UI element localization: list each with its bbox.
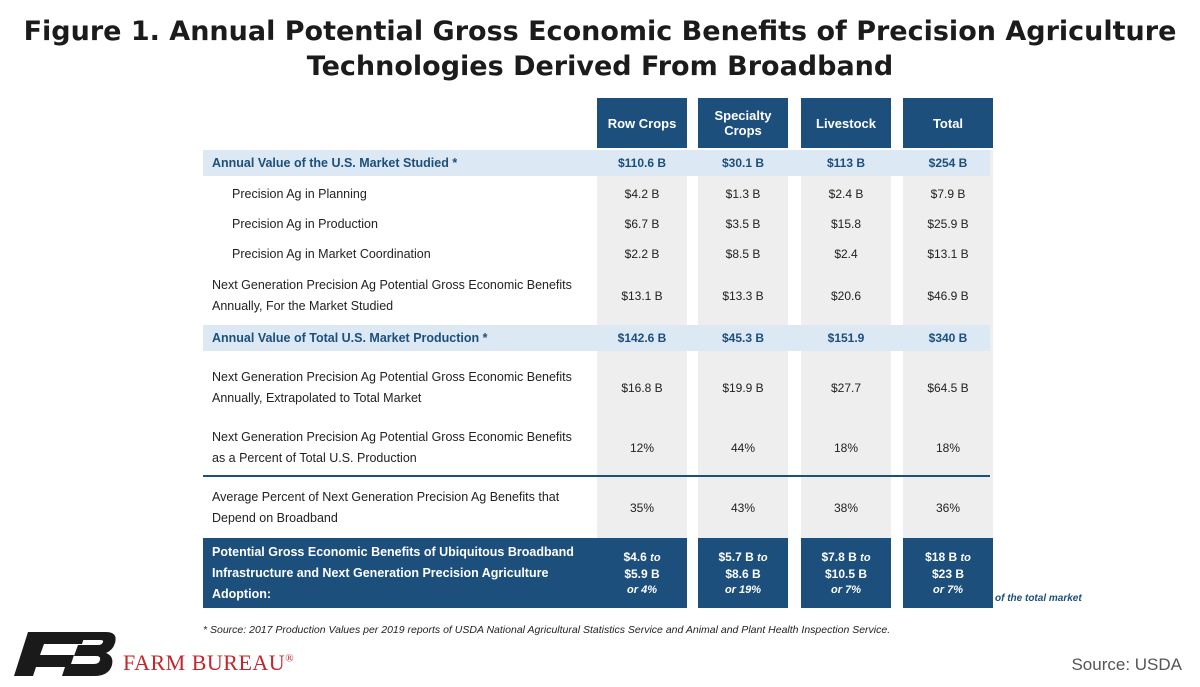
row-label: Precision Ag in Market Coordination	[232, 246, 431, 261]
summary-cell-band	[903, 538, 993, 608]
table-cell: $3.5 B	[725, 217, 761, 231]
table-cell: $13.1 B	[621, 288, 663, 303]
summary-low: $7.8 B to	[821, 549, 871, 564]
table-cell: 36%	[935, 500, 961, 515]
row-label: Precision Ag in Production	[232, 216, 378, 231]
table-cell: 18%	[935, 441, 961, 455]
summary-percent: or 7%	[933, 583, 963, 596]
table-cell: $13.1 B	[927, 247, 969, 261]
table-cell: $2.2 B	[624, 247, 660, 261]
table-cell: $45.3 B	[721, 331, 765, 345]
table-cell: $15.8	[830, 217, 862, 231]
summary-to: to	[960, 551, 971, 564]
row-label: Next Generation Precision Ag Potential G…	[212, 370, 572, 405]
summary-percent: or 19%	[724, 583, 762, 596]
summary-value: $4.6 to $5.9 B or 4%	[597, 540, 687, 606]
summary-value: $18 B to $23 B or 7%	[903, 540, 993, 606]
table-cell: $2.4	[834, 247, 858, 261]
highlight-row-band	[203, 150, 990, 176]
row-label: Annual Value of the U.S. Market Studied …	[212, 155, 458, 170]
summary-high: $23 B	[931, 566, 965, 581]
table-cell: $340 B	[928, 331, 968, 345]
farm-bureau-logo-icon	[14, 632, 116, 676]
summary-high: $8.6 B	[725, 566, 761, 581]
table-cell: $113 B	[826, 156, 866, 170]
table-cell: $110.6 B	[617, 156, 667, 170]
summary-label: Potential Gross Economic Benefits of Ubi…	[212, 544, 574, 601]
summary-to: to	[757, 551, 768, 564]
table-cell: 18%	[833, 441, 859, 455]
table-cell: 44%	[730, 441, 756, 455]
table-cell: $30.1 B	[721, 156, 765, 170]
summary-value: $7.8 B to $10.5 B or 7%	[801, 540, 891, 606]
summary-value: $5.7 B to $8.6 B or 19%	[698, 540, 788, 606]
row-label: Next Generation Precision Ag Potential G…	[212, 430, 572, 465]
row-label: Precision Ag in Planning	[232, 186, 367, 201]
chart-title-line-2: Technologies Derived From Broadband	[306, 51, 894, 82]
highlight-row-band	[203, 325, 990, 351]
table-cell: $20.6	[830, 288, 862, 303]
summary-low: $5.7 B to	[718, 549, 768, 564]
summary-percent: or 4%	[627, 583, 657, 596]
table-cell: $25.9 B	[927, 217, 969, 231]
table-cell: $64.5 B	[927, 381, 969, 395]
brand-registered-mark: ®	[285, 652, 295, 665]
summary-high: $5.9 B	[624, 566, 660, 581]
table-cell: $7.9 B	[930, 187, 966, 201]
table-cell: $1.3 B	[725, 187, 761, 201]
table-cell: $13.3 B	[722, 288, 764, 303]
summary-to: to	[860, 551, 871, 564]
table-cell: $2.4 B	[828, 187, 864, 201]
column-header: Row Crops	[597, 98, 687, 148]
table-cell: 38%	[833, 500, 859, 515]
column-header: Total	[903, 98, 993, 148]
table-cell: $254 B	[928, 156, 968, 170]
summary-note: of the total market	[995, 593, 1082, 604]
table-cell: $19.9 B	[722, 381, 764, 395]
table-cell: 12%	[629, 441, 655, 455]
table-cell: $8.5 B	[725, 247, 761, 261]
row-label: Average Percent of Next Generation Preci…	[212, 489, 560, 525]
summary-percent: or 7%	[831, 583, 861, 596]
table-cell: $46.9 B	[927, 288, 969, 303]
table-footnote: * Source: 2017 Production Values per 201…	[203, 624, 891, 636]
row-label: Annual Value of Total U.S. Market Produc…	[212, 330, 488, 345]
table-cell: $16.8 B	[621, 381, 663, 395]
table-cell: $4.2 B	[624, 187, 660, 201]
summary-row-band	[203, 538, 597, 608]
table-divider	[203, 475, 990, 477]
summary-low: $18 B to	[925, 549, 971, 564]
column-header: Specialty Crops	[698, 98, 788, 148]
column-header: Livestock	[801, 98, 891, 148]
source-credit: Source: USDA	[1071, 655, 1182, 674]
summary-to: to	[650, 551, 661, 564]
summary-cell-band	[698, 538, 788, 608]
table-cell: 35%	[629, 500, 655, 515]
brand-name: FARM BUREAU®	[123, 650, 294, 676]
table-cell: 43%	[730, 500, 756, 515]
chart-title-line-1: Figure 1. Annual Potential Gross Economi…	[23, 16, 1177, 47]
summary-cell-band	[801, 538, 891, 608]
chart-title: Figure 1. Annual Potential Gross Economi…	[0, 14, 1200, 84]
table-cell: $6.7 B	[624, 217, 660, 231]
summary-high: $10.5 B	[824, 566, 868, 581]
table-cell: $142.6 B	[617, 331, 667, 345]
brand-text: FARM BUREAU	[123, 650, 286, 675]
summary-low: $4.6 to	[623, 549, 661, 564]
table-cell: $151.9	[827, 331, 865, 345]
row-label: Next Generation Precision Ag Potential G…	[212, 277, 572, 313]
table-cell: $27.7	[830, 381, 862, 395]
summary-cell-band	[597, 538, 687, 608]
